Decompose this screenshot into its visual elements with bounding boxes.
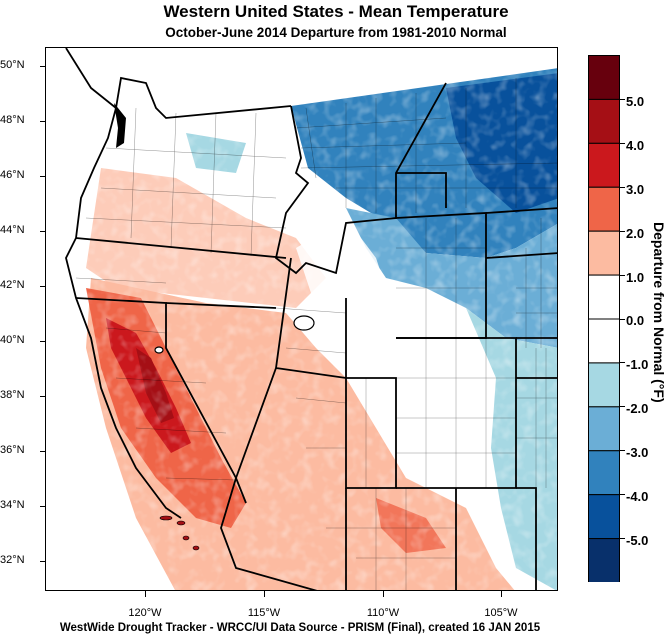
lon-label-120w: 120°W [128, 607, 162, 619]
colorbar-segment [588, 494, 620, 540]
colorbar-tick [620, 450, 625, 452]
colorbar-tick [620, 538, 625, 540]
colorbar-label: 0.0 [626, 313, 645, 328]
chart-subtitle: October-June 2014 Departure from 1981-20… [165, 25, 507, 40]
colorbar-segment [588, 230, 620, 276]
colorbar-segment [588, 98, 620, 144]
lat-label-40: 40°N [0, 334, 25, 346]
lon-label-105w: 105°W [484, 607, 518, 619]
colorbar-tick [620, 230, 625, 232]
lat-tick [40, 506, 45, 507]
colorbar-tick [620, 318, 625, 320]
colorbar-label: 4.0 [626, 138, 645, 153]
lon-tick [383, 591, 384, 597]
colorbar-tick [620, 494, 625, 496]
lake-tahoe [154, 346, 164, 354]
lat-label-50: 50°N [0, 59, 25, 71]
lon-tick [145, 591, 146, 597]
colorbar-label: -2.0 [626, 401, 649, 416]
colorbar-label: 2.0 [626, 226, 645, 241]
lat-label-38: 38°N [0, 389, 25, 401]
great-salt-lake [293, 315, 315, 331]
lat-tick [40, 176, 45, 177]
colorbar-label: -3.0 [626, 445, 649, 460]
colorbar-segment [588, 362, 620, 408]
map-panel [45, 47, 558, 591]
channel-islands [159, 515, 200, 551]
county-boundaries [75, 78, 557, 590]
lon-tick [264, 591, 265, 597]
lat-label-48: 48°N [0, 114, 25, 126]
lat-label-42: 42°N [0, 279, 25, 291]
colorbar-label: -5.0 [626, 533, 649, 548]
temperature-departure-map [46, 48, 557, 590]
colorbar-segment [588, 142, 620, 188]
credit-line: WestWide Drought Tracker - WRCC/UI Data … [59, 622, 541, 634]
state-boundaries [65, 48, 557, 590]
lon-tick [501, 591, 502, 597]
lon-label-110w: 110°W [366, 607, 400, 619]
colorbar-segment [588, 318, 620, 364]
puget-sound [114, 103, 126, 148]
colorbar-label: -4.0 [626, 489, 649, 504]
colorbar-segment [588, 186, 620, 232]
lat-label-36: 36°N [0, 444, 25, 456]
chart-title: Western United States - Mean Temperature [163, 2, 509, 21]
colorbar-segment [588, 538, 620, 582]
colorbar-segment [588, 55, 620, 100]
lat-tick [40, 286, 45, 287]
colorbar-tick [620, 98, 625, 100]
colorbar-label: 3.0 [626, 182, 645, 197]
colorbar-label: -1.0 [626, 357, 649, 372]
near-normal-band-rockies [296, 218, 386, 328]
colorbar-tick [620, 406, 625, 408]
lat-label-34: 34°N [0, 499, 25, 511]
colorbar-segment [588, 450, 620, 496]
colorbar-tick [620, 274, 625, 276]
colorbar-label: 5.0 [626, 94, 645, 109]
colorbar-tick [620, 362, 625, 364]
lat-label-44: 44°N [0, 224, 25, 236]
lat-tick [40, 396, 45, 397]
lat-tick [40, 121, 45, 122]
lon-label-115w: 115°W [247, 607, 281, 619]
lat-label-32: 32°N [0, 554, 25, 566]
colorbar-segment [588, 274, 620, 320]
lat-tick [40, 341, 45, 342]
lat-tick [40, 451, 45, 452]
colorbar-segment [588, 406, 620, 452]
colorbar-tick [620, 186, 625, 188]
colorbar-title: Departure from Normal (°F) [651, 222, 667, 403]
lat-tick [40, 231, 45, 232]
near-normal-band-colorado [376, 313, 491, 478]
lat-tick [40, 66, 45, 67]
lat-tick [40, 561, 45, 562]
lat-label-46: 46°N [0, 169, 25, 181]
colorbar [588, 55, 620, 582]
colorbar-label: 1.0 [626, 270, 645, 285]
colorbar-tick [620, 142, 625, 144]
